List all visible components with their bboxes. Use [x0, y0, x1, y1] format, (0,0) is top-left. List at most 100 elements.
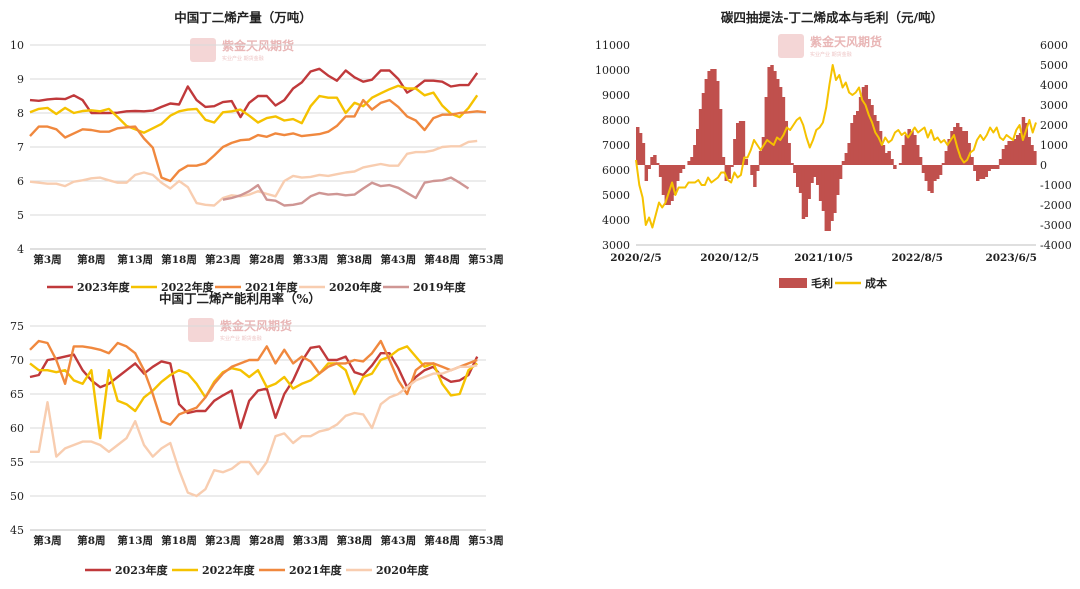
- right-y-tick-label: 0: [1040, 159, 1047, 172]
- margin-bar: [927, 165, 931, 191]
- y-tick-label: 75: [10, 320, 24, 333]
- legend-label: 2020年度: [329, 280, 383, 294]
- margin-bar: [1001, 149, 1006, 165]
- x-tick-labels: 2020/2/5 2020/12/5 2021/10/5 2022/8/5 2023/6…: [610, 244, 1037, 264]
- margin-bar: [644, 165, 649, 181]
- margin-bar: [864, 85, 869, 165]
- chart-title: 中国丁二烯产能利用率（%）: [159, 291, 321, 306]
- margin-bar: [801, 165, 806, 219]
- margin-bar: [878, 131, 883, 165]
- margin-bar: [881, 145, 886, 165]
- margin-bar: [707, 71, 711, 165]
- margin-bar: [938, 165, 943, 175]
- margin-bar: [853, 115, 857, 165]
- right-y-tick-label: 1000: [1040, 139, 1068, 152]
- margin-bar: [856, 111, 860, 165]
- margin-bar: [978, 165, 983, 179]
- series-line-2023年度: [29, 345, 479, 430]
- margin-bar: [761, 137, 766, 165]
- margin-bar: [687, 161, 691, 165]
- y-tick-labels: 4 5 6 7 8 9 10: [10, 39, 24, 256]
- margin-bar: [841, 161, 846, 165]
- series-lines: [29, 67, 487, 207]
- x-tick-label: 2020/2/5: [610, 252, 662, 264]
- legend-label: 2022年度: [161, 280, 215, 294]
- margin-bar: [818, 165, 823, 201]
- series-line-2023年度: [29, 67, 479, 119]
- margin-bar: [916, 145, 920, 165]
- margin-bar: [890, 159, 894, 165]
- margin-bar: [641, 143, 646, 165]
- x-tick-labels: 第3周 第8周 第13周 第18周 第23周 第28周 第33周 第38周 第43周 第48周 第5…: [33, 534, 503, 547]
- margin-bar: [681, 165, 686, 169]
- margin-bar: [647, 165, 651, 169]
- margin-bar: [924, 165, 929, 181]
- right-y-tick-label: -2000: [1040, 199, 1072, 212]
- legend-swatch: [779, 278, 807, 288]
- margin-bar: [638, 133, 643, 165]
- margin-bar: [1033, 151, 1037, 165]
- watermark-logo: [190, 38, 216, 62]
- margin-bar: [704, 79, 709, 165]
- margin-bar: [753, 165, 757, 187]
- x-tick-label: 第18周: [161, 253, 197, 266]
- margin-bar: [998, 159, 1003, 165]
- margin-bar: [996, 165, 1000, 169]
- x-tick-label: 2020/12/5: [700, 252, 759, 264]
- y-tick-label: 10: [10, 39, 24, 52]
- x-tick-label: 第28周: [249, 253, 285, 266]
- right-y-tick-label: -3000: [1040, 219, 1072, 232]
- margin-bar: [1004, 145, 1009, 165]
- watermark-subtext: 实业产业 期货金融: [810, 51, 852, 58]
- x-tick-label: 第28周: [249, 534, 285, 547]
- watermark-logo: [778, 34, 804, 58]
- margin-bar: [718, 109, 723, 165]
- chart-c4-extraction-cost-margin: 碳四抽提法-丁二烯成本与毛利（元/吨） 紫金天风期货 实业产业 期货金融 300…: [595, 10, 1072, 290]
- x-tick-label: 第43周: [380, 534, 416, 547]
- margin-bar: [810, 165, 814, 183]
- margin-bar: [738, 121, 743, 165]
- left-y-tick-label: 6000: [602, 164, 630, 177]
- x-tick-label: 第3周: [33, 534, 61, 547]
- margin-bar: [870, 105, 874, 165]
- x-tick-label: 第38周: [337, 534, 373, 547]
- legend-label: 成本: [865, 276, 887, 290]
- x-tick-label: 第53周: [468, 534, 504, 547]
- x-tick-label: 2022/8/5: [891, 252, 943, 264]
- margin-bar: [807, 165, 811, 199]
- legend-label: 2021年度: [245, 280, 299, 294]
- legend-label: 2022年度: [202, 563, 256, 577]
- margin-bar: [873, 115, 877, 165]
- margin-bar: [678, 165, 683, 173]
- series-line-2022年度: [29, 345, 478, 440]
- margin-bar: [758, 151, 763, 165]
- margin-bar: [907, 129, 911, 165]
- chart-title: 中国丁二烯产量（万吨）: [174, 10, 312, 25]
- left-y-tick-label: 8000: [602, 114, 630, 127]
- margin-bar: [958, 127, 963, 165]
- x-tick-label: 第53周: [468, 253, 504, 266]
- margin-bar: [813, 165, 817, 177]
- margin-bar: [664, 165, 669, 205]
- left-y-tick-label: 3000: [602, 239, 630, 252]
- margin-bar: [750, 165, 754, 175]
- margin-bar: [987, 165, 991, 171]
- legend-label: 2021年度: [289, 563, 343, 577]
- y-tick-label: 4: [17, 243, 24, 256]
- x-tick-labels: 第3周 第8周 第13周 第18周 第23周 第28周 第33周 第38周 第43周 第48周 第5…: [33, 253, 503, 266]
- margin-bar: [984, 165, 989, 177]
- series-line-2022年度: [29, 84, 479, 134]
- margin-bar: [1013, 139, 1017, 165]
- margin-bar: [778, 87, 783, 165]
- margin-bar: [693, 145, 697, 165]
- margin-bar: [793, 165, 797, 173]
- y-tick-label: 8: [17, 107, 24, 120]
- left-y-tick-label: 10000: [595, 64, 630, 77]
- left-y-tick-label: 4000: [602, 214, 630, 227]
- margin-bar: [796, 165, 800, 187]
- margin-bar: [721, 157, 726, 165]
- x-tick-label: 第13周: [117, 534, 153, 547]
- y-tick-label: 9: [17, 73, 24, 86]
- margin-bar: [947, 139, 951, 165]
